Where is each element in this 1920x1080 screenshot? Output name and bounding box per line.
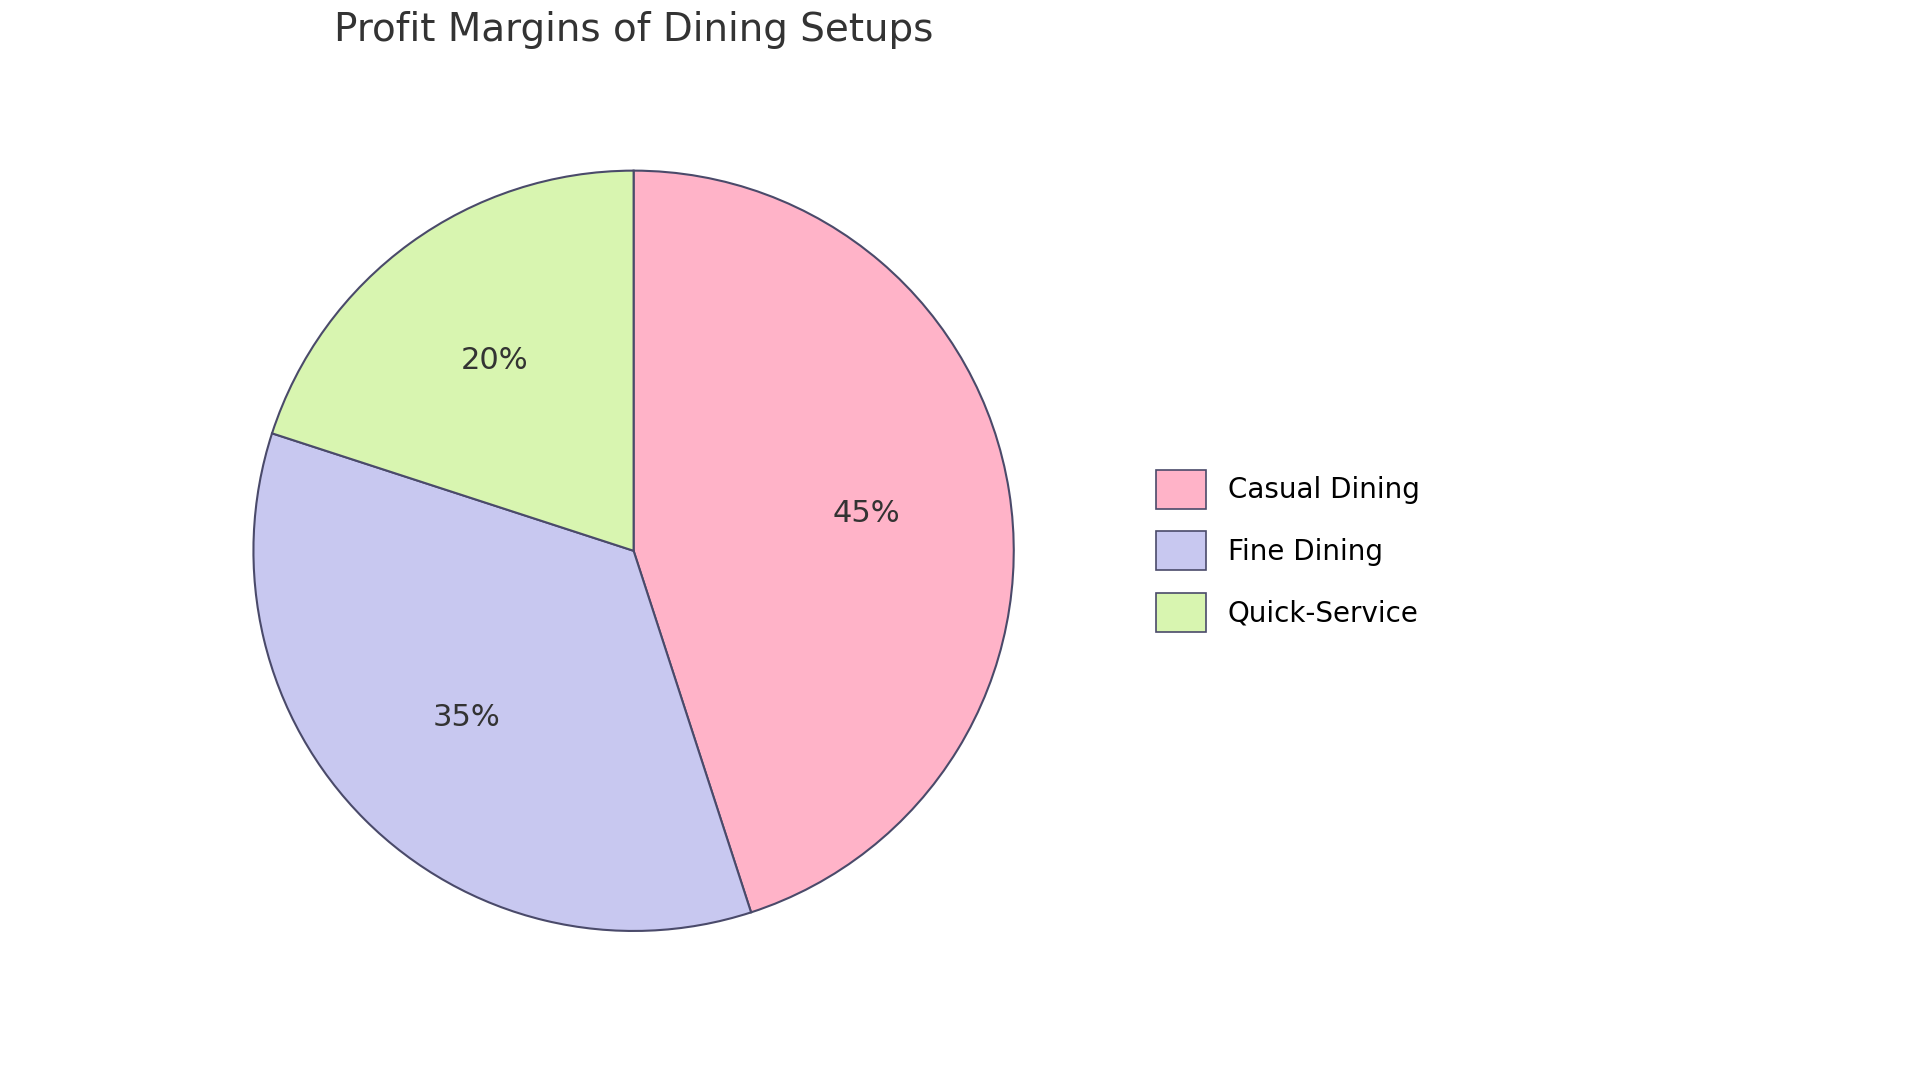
Text: 45%: 45% — [833, 499, 900, 528]
Title: Profit Margins of Dining Setups: Profit Margins of Dining Setups — [334, 11, 933, 49]
Wedge shape — [634, 171, 1014, 913]
Text: 20%: 20% — [461, 346, 528, 375]
Wedge shape — [253, 433, 751, 931]
Legend: Casual Dining, Fine Dining, Quick-Service: Casual Dining, Fine Dining, Quick-Servic… — [1142, 456, 1434, 646]
Text: 35%: 35% — [434, 703, 501, 732]
Wedge shape — [273, 171, 634, 551]
